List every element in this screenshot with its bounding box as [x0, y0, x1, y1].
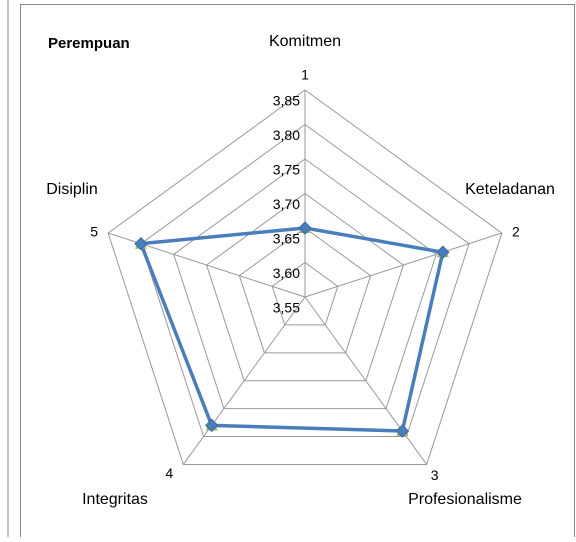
y-tick-label: 3,55: [273, 300, 300, 316]
axis-number: 2: [512, 224, 520, 240]
spoke: [304, 296, 428, 465]
marker: [205, 418, 219, 433]
y-tick-label: 3,80: [273, 127, 300, 143]
marker: [436, 245, 450, 259]
grid-ring: [238, 227, 372, 354]
chart-title: Perempuan: [48, 35, 130, 52]
axis-number: 1: [301, 67, 309, 83]
category-label: Disiplin: [46, 181, 98, 198]
axis-number: 4: [165, 465, 173, 481]
spoke: [182, 296, 306, 465]
series-line: [138, 226, 445, 433]
y-tick-label: 3,65: [273, 231, 300, 247]
y-tick-label: 3,85: [273, 93, 300, 109]
y-tick-label: 3,75: [273, 162, 300, 178]
grid-ring: [140, 123, 470, 438]
chart-frame: [20, 4, 575, 542]
grid-ring: [107, 89, 503, 465]
marker: [134, 236, 148, 251]
marker: [298, 221, 312, 235]
category-label: Komitmen: [269, 33, 341, 50]
grid-ring: [205, 192, 405, 382]
y-tick-label: 3,60: [273, 265, 300, 281]
marker: [395, 424, 410, 438]
spoke: [304, 232, 503, 298]
category-label: Integritas: [82, 491, 148, 508]
y-tick-label: 3,70: [273, 196, 300, 212]
grid-ring: [271, 261, 339, 326]
axis-number: 5: [90, 224, 98, 240]
category-label: Profesionalisme: [408, 491, 522, 508]
category-label: Keteladanan: [465, 181, 555, 198]
axis-number: 3: [431, 467, 439, 483]
